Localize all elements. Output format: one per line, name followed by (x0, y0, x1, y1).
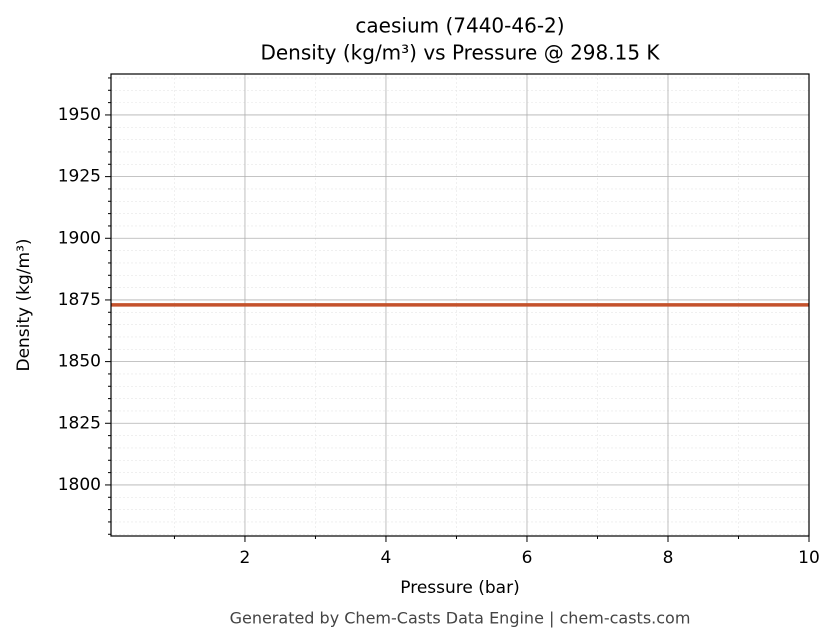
y-tick-label: 1950 (58, 105, 101, 125)
x-tick-label: 10 (798, 548, 820, 568)
grid (105, 74, 810, 542)
y-tick-label: 1800 (58, 475, 101, 495)
chart-subtitle: Density (kg/m³) vs Pressure @ 298.15 K (260, 41, 660, 65)
plot-frame (110, 73, 810, 537)
x-tick-label: 8 (663, 548, 674, 568)
chart-title: caesium (7440-46-2) (355, 14, 564, 38)
x-axis-label: Pressure (bar) (400, 578, 519, 598)
y-tick-label: 1900 (58, 228, 101, 248)
y-tick-label: 1925 (58, 167, 101, 187)
y-tick-label: 1875 (58, 290, 101, 310)
y-tick-label: 1825 (58, 413, 101, 433)
footer: Generated by Chem-Casts Data Engine | ch… (230, 609, 691, 628)
x-tick-label: 6 (522, 548, 533, 568)
x-tick-label: 4 (381, 548, 392, 568)
y-axis-label: Density (kg/m³) (14, 238, 34, 371)
x-tick-label: 2 (240, 548, 251, 568)
y-tick-label: 1850 (58, 352, 101, 372)
